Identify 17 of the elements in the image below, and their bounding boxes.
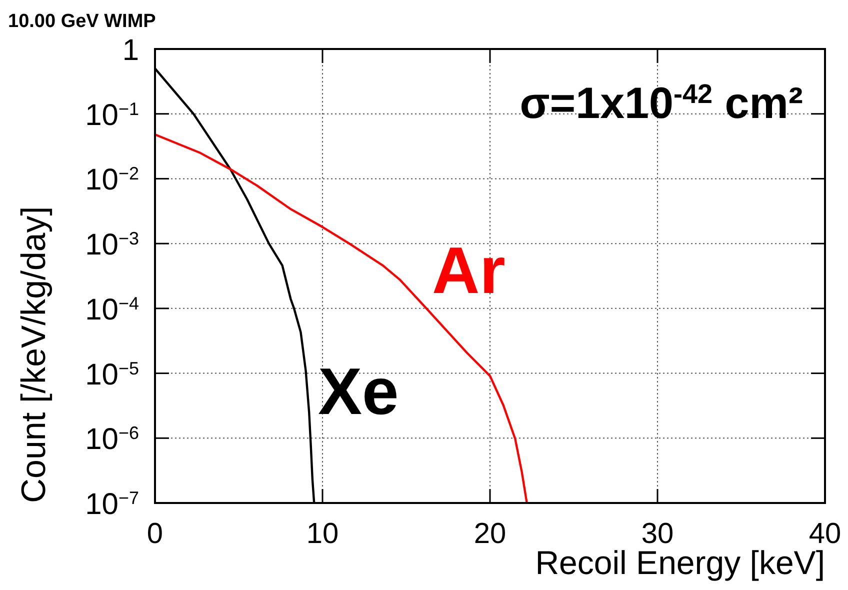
x-tick-label: 0 (146, 518, 164, 550)
series-label: Ar (432, 233, 506, 307)
y-tick-label: 10$^{−1}$ (85, 98, 139, 132)
series-label: Xe (318, 354, 399, 428)
line-series (154, 133, 528, 504)
x-tick-label: 10 (306, 518, 339, 550)
y-tick-label: 10$^{−3}$ (85, 228, 139, 262)
y-axis-title: Count [/keV/kg/day] (15, 206, 53, 503)
x-tick-label: 20 (474, 518, 506, 550)
y-tick-label: 10$^{−4}$ (85, 293, 139, 326)
chart-title: 10.00 GeV WIMP (8, 11, 156, 32)
annotation: σ=1x10$^{-42}$ cm² (520, 79, 803, 128)
y-tick-label: 1 (122, 34, 139, 67)
y-tick-label: 10$^{−2}$ (85, 164, 139, 197)
y-tick-label: 10$^{−6}$ (85, 423, 139, 456)
y-tick-label: 10$^{−5}$ (85, 358, 139, 392)
y-tick-label: 10$^{−7}$ (85, 488, 139, 521)
